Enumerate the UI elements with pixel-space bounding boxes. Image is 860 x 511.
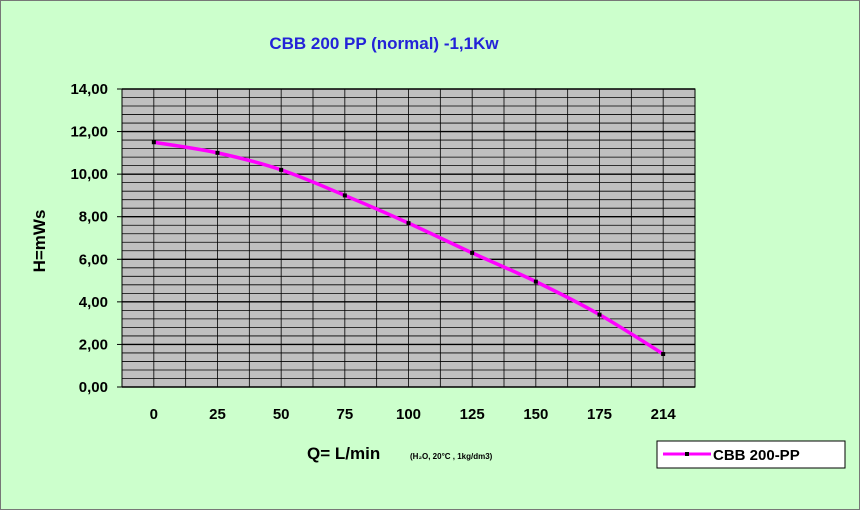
x-axis-label: Q= L/min (307, 444, 380, 463)
data-point (151, 140, 156, 145)
chart-title: CBB 200 PP (normal) -1,1Kw (269, 34, 499, 53)
legend: CBB 200-PP (656, 440, 846, 469)
x-tick-label: 175 (587, 406, 612, 423)
y-axis-label: H=mWs (30, 210, 49, 273)
y-tick-label: 10,00 (70, 166, 108, 183)
data-point (661, 352, 666, 357)
data-point (470, 250, 475, 255)
legend-label: CBB 200-PP (713, 447, 800, 464)
data-point (342, 193, 347, 198)
vertical-gridlines (153, 89, 664, 387)
legend-marker-swatch (685, 452, 689, 456)
data-point (533, 279, 538, 284)
x-axis-note: (H₂O, 20°C , 1kg/dm3) (410, 452, 493, 461)
y-tick-label: 2,00 (79, 336, 108, 353)
y-axis-ticks (117, 88, 122, 388)
data-point (406, 221, 411, 226)
y-tick-label: 12,00 (70, 124, 108, 141)
x-tick-label: 100 (396, 406, 421, 423)
x-tick-label: 125 (460, 406, 485, 423)
series-cbb-200-pp (151, 140, 666, 357)
x-tick-label: 50 (273, 406, 290, 423)
x-tick-label: 214 (651, 406, 677, 423)
plot-border (121, 88, 696, 388)
y-tick-labels: 0,00 2,00 4,00 6,00 8,00 10,00 12,00 14,00 (70, 81, 108, 396)
x-tick-labels: 0 25 50 75 100 125 150 175 214 (150, 406, 677, 423)
y-tick-label: 4,00 (79, 294, 108, 311)
x-tick-label: 75 (336, 406, 353, 423)
y-tick-label: 14,00 (70, 81, 108, 98)
y-tick-label: 8,00 (79, 209, 108, 226)
y-tick-label: 6,00 (79, 251, 108, 268)
data-point (279, 167, 284, 172)
x-tick-label: 25 (209, 406, 226, 423)
y-tick-label: 0,00 (79, 379, 108, 396)
data-point (215, 150, 220, 155)
x-tick-label: 150 (523, 406, 548, 423)
x-tick-label: 0 (150, 406, 158, 423)
data-point (597, 312, 602, 317)
